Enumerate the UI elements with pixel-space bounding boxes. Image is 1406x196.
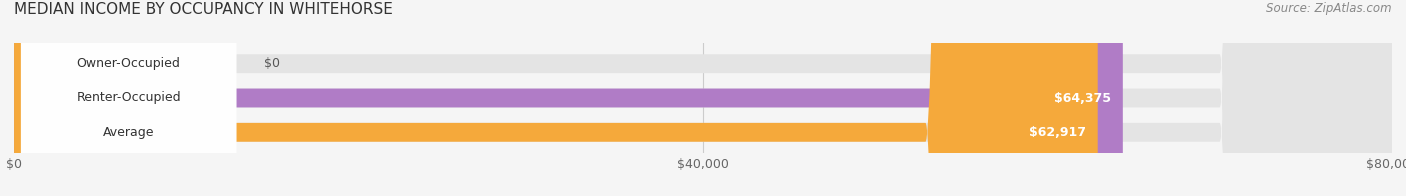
Text: MEDIAN INCOME BY OCCUPANCY IN WHITEHORSE: MEDIAN INCOME BY OCCUPANCY IN WHITEHORSE: [14, 2, 392, 17]
Text: Source: ZipAtlas.com: Source: ZipAtlas.com: [1267, 2, 1392, 15]
FancyBboxPatch shape: [14, 0, 58, 196]
Text: $0: $0: [264, 57, 280, 70]
FancyBboxPatch shape: [21, 0, 236, 196]
FancyBboxPatch shape: [14, 0, 1392, 196]
Text: $62,917: $62,917: [1029, 126, 1085, 139]
FancyBboxPatch shape: [14, 0, 1098, 196]
Text: Average: Average: [103, 126, 155, 139]
Text: $64,375: $64,375: [1053, 92, 1111, 104]
FancyBboxPatch shape: [14, 0, 1123, 196]
FancyBboxPatch shape: [14, 0, 1392, 196]
Text: Renter-Occupied: Renter-Occupied: [76, 92, 181, 104]
Text: Owner-Occupied: Owner-Occupied: [77, 57, 180, 70]
FancyBboxPatch shape: [21, 0, 236, 196]
FancyBboxPatch shape: [14, 0, 1392, 196]
FancyBboxPatch shape: [21, 0, 236, 196]
